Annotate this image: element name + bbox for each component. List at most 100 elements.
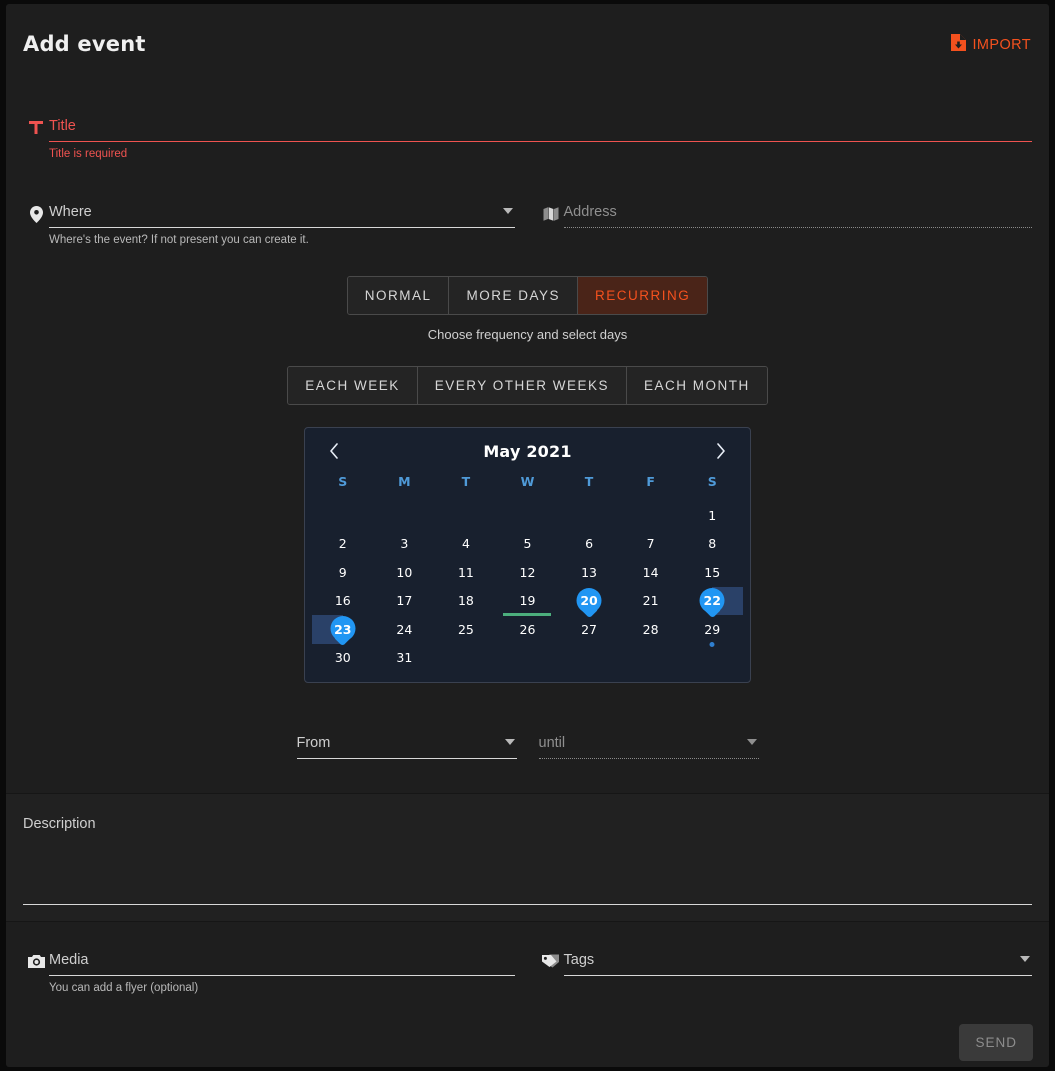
- media-input-wrap[interactable]: Media You can add a flyer (optional): [49, 952, 515, 994]
- calendar-day-20[interactable]: 20: [558, 587, 620, 616]
- media-helper-text: You can add a flyer (optional): [49, 982, 199, 994]
- calendar-blank-cell: [497, 501, 559, 530]
- event-type-recurring[interactable]: RECURRING: [578, 277, 708, 314]
- where-field: Where Where's the event? If not present …: [23, 204, 515, 246]
- frequency-every-other-weeks[interactable]: EVERY OTHER WEEKS: [417, 367, 628, 404]
- calendar-day-number: 16: [334, 593, 351, 609]
- calendar-day-27[interactable]: 27: [558, 615, 620, 644]
- calendar-day-18[interactable]: 18: [435, 587, 497, 616]
- calendar-day-number: 9: [338, 564, 347, 580]
- calendar-day-26[interactable]: 26: [497, 615, 559, 644]
- title-field: Title Title is required: [23, 118, 1032, 160]
- title-row: Title Title is required: [23, 118, 1032, 160]
- calendar-day-number: 19: [519, 593, 536, 609]
- import-button[interactable]: IMPORT: [950, 33, 1031, 56]
- calendar-day-25[interactable]: 25: [435, 615, 497, 644]
- calendar-day-number: 1: [708, 507, 717, 523]
- calendar-day-7[interactable]: 7: [620, 530, 682, 559]
- calendar-day-number: 24: [396, 621, 413, 637]
- calendar-day-1[interactable]: 1: [681, 501, 743, 530]
- calendar-day-10[interactable]: 10: [374, 558, 436, 587]
- title-error-text: Title is required: [49, 148, 128, 160]
- where-address-row: Where Where's the event? If not present …: [23, 204, 1032, 246]
- until-field[interactable]: until: [538, 735, 759, 759]
- frequency-hint: Choose frequency and select days: [427, 327, 628, 342]
- until-chevron-down-icon[interactable]: [746, 739, 757, 745]
- calendar-blank-cell: [374, 501, 436, 530]
- calendar-day-24[interactable]: 24: [374, 615, 436, 644]
- file-import-icon: [950, 33, 967, 56]
- from-chevron-down-icon[interactable]: [504, 739, 515, 745]
- calendar-day-number: 23: [334, 621, 352, 637]
- tags-icon: [538, 952, 564, 968]
- calendar-day-16[interactable]: 16: [312, 587, 374, 616]
- address-input-wrap[interactable]: Address: [563, 204, 1032, 228]
- calendar-day-14[interactable]: 14: [620, 558, 682, 587]
- title-underline: [49, 141, 1032, 142]
- calendar-day-number: 17: [396, 593, 413, 609]
- calendar-day-number: 18: [457, 593, 474, 609]
- calendar-day-6[interactable]: 6: [558, 530, 620, 559]
- from-field[interactable]: From: [296, 735, 517, 759]
- calendar-day-number: 8: [708, 536, 717, 552]
- event-type-more-days[interactable]: MORE DAYS: [449, 277, 578, 314]
- calendar-day-11[interactable]: 11: [435, 558, 497, 587]
- calendar-day-marker-icon: [576, 587, 602, 613]
- calendar-day-13[interactable]: 13: [558, 558, 620, 587]
- calendar-day-29[interactable]: 29: [681, 615, 743, 647]
- tags-input-wrap[interactable]: Tags: [563, 952, 1032, 976]
- where-chevron-down-icon[interactable]: [502, 208, 513, 214]
- title-input-wrap[interactable]: Title Title is required: [49, 118, 1032, 160]
- address-field: Address: [538, 204, 1032, 246]
- calendar-day-number: 12: [519, 564, 536, 580]
- tags-field: Tags: [538, 952, 1032, 994]
- calendar-day-17[interactable]: 17: [374, 587, 436, 616]
- where-label: Where: [49, 204, 92, 220]
- calendar-blank-cell: [558, 501, 620, 530]
- address-label: Address: [563, 204, 617, 220]
- chevron-right-icon[interactable]: [710, 440, 732, 462]
- calendar-day-number: 14: [642, 564, 659, 580]
- media-underline: [49, 975, 515, 976]
- calendar-day-2[interactable]: 2: [312, 530, 374, 559]
- frequency-each-month[interactable]: EACH MONTH: [627, 367, 767, 404]
- calendar-day-28[interactable]: 28: [620, 615, 682, 644]
- calendar-day-12[interactable]: 12: [497, 558, 559, 587]
- send-button[interactable]: SEND: [959, 1024, 1033, 1061]
- description-label: Description: [23, 816, 96, 832]
- calendar-day-4[interactable]: 4: [435, 530, 497, 559]
- calendar-day-15[interactable]: 15: [681, 558, 743, 587]
- from-label: From: [296, 735, 331, 751]
- calendar-day-23[interactable]: 23: [312, 615, 374, 644]
- calendar-day-number: 21: [642, 593, 659, 609]
- calendar-day-number: 22: [703, 593, 721, 609]
- calendar-weekday-3: W: [520, 474, 535, 489]
- calendar-day-31[interactable]: 31: [374, 644, 436, 673]
- chevron-left-icon[interactable]: [323, 440, 345, 462]
- calendar-day-22[interactable]: 22: [681, 586, 743, 615]
- calendar-day-number: 2: [338, 536, 347, 552]
- calendar-day-number: 28: [642, 621, 659, 637]
- frequency-group: EACH WEEK EVERY OTHER WEEKS EACH MONTH: [23, 366, 1032, 405]
- calendar-day-9[interactable]: 9: [312, 558, 374, 587]
- where-input-wrap[interactable]: Where Where's the event? If not present …: [49, 204, 515, 246]
- calendar-day-number: 11: [457, 564, 474, 580]
- event-type-buttons: NORMAL MORE DAYS RECURRING: [346, 276, 709, 315]
- description-textarea[interactable]: [23, 832, 1032, 904]
- calendar-day-8[interactable]: 8: [681, 530, 743, 559]
- calendar-day-dot: [709, 641, 715, 647]
- description-section[interactable]: Description: [6, 794, 1049, 921]
- calendar-day-21[interactable]: 21: [620, 587, 682, 616]
- calendar-weekday-1: M: [398, 474, 411, 489]
- calendar-day-3[interactable]: 3: [374, 530, 436, 559]
- frequency-each-week[interactable]: EACH WEEK: [288, 367, 418, 404]
- calendar-day-5[interactable]: 5: [497, 530, 559, 559]
- calendar-day-19[interactable]: 19: [497, 587, 559, 616]
- event-type-normal[interactable]: NORMAL: [347, 277, 450, 314]
- page-title: Add event: [23, 32, 146, 56]
- tags-chevron-down-icon[interactable]: [1020, 956, 1030, 962]
- calendar-day-number: 25: [457, 621, 474, 637]
- calendar-day-30[interactable]: 30: [312, 644, 374, 673]
- calendar-day-marker-icon: [699, 587, 725, 613]
- calendar-blank-cell: [435, 501, 497, 530]
